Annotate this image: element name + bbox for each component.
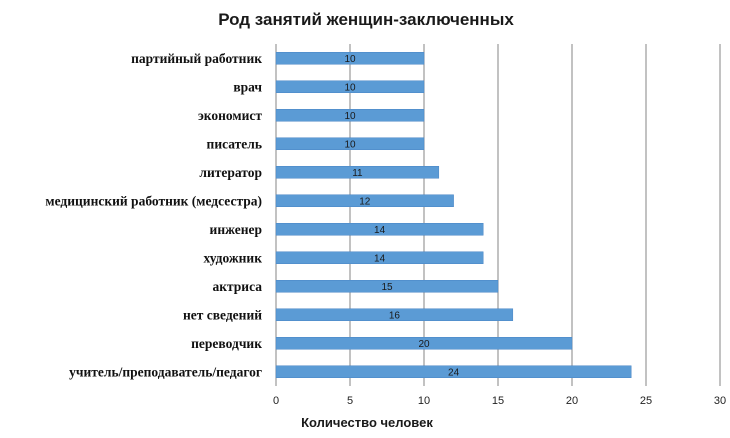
- bars: 10 10 10 10 11 12 14 14 15 16 20 24: [275, 52, 632, 378]
- bar: [275, 251, 484, 264]
- data-label: 12: [359, 196, 371, 207]
- category-labels: партийный работник врач экономист писатель л…: [45, 51, 262, 380]
- category-label: учитель/преподаватель/педагог: [69, 364, 262, 379]
- category-label: писатель: [207, 136, 262, 151]
- category-label: врач: [233, 79, 262, 94]
- bar: [275, 166, 440, 179]
- x-tick-label: 30: [714, 395, 726, 407]
- x-tick-label: 25: [640, 395, 652, 407]
- bar: [275, 280, 499, 293]
- data-label: 10: [344, 139, 356, 150]
- data-label: 10: [344, 82, 356, 93]
- data-label: 15: [381, 282, 393, 293]
- bar: [275, 308, 514, 321]
- data-label: 16: [389, 310, 401, 321]
- x-tick-label: 0: [273, 395, 279, 407]
- category-label: медицинский работник (медсестра): [45, 193, 262, 208]
- bar: [275, 137, 425, 150]
- category-label: литератор: [199, 165, 262, 180]
- x-tick-label: 20: [566, 395, 578, 407]
- category-label: художник: [203, 250, 262, 265]
- data-label: 14: [374, 225, 386, 236]
- bar: [275, 337, 573, 350]
- data-label: 14: [374, 253, 386, 264]
- bar: [275, 223, 484, 236]
- chart-title: Род занятий женщин-заключенных: [218, 10, 514, 29]
- category-label: нет сведений: [183, 307, 262, 322]
- x-tick-label: 5: [347, 395, 353, 407]
- bar: [275, 52, 425, 65]
- x-tick-label: 10: [418, 395, 430, 407]
- x-tick-label: 15: [492, 395, 504, 407]
- category-label: экономист: [198, 108, 262, 123]
- category-label: переводчик: [191, 336, 262, 351]
- x-axis-title: Количество человек: [301, 415, 433, 430]
- category-label: актриса: [212, 279, 262, 294]
- bar: [275, 80, 425, 93]
- category-label: партийный работник: [131, 51, 262, 66]
- data-label: 10: [344, 54, 356, 65]
- data-label: 24: [448, 367, 460, 378]
- gridlines: [275, 44, 721, 386]
- bar: [275, 194, 454, 207]
- bar: [275, 365, 632, 378]
- category-label: инженер: [210, 222, 262, 237]
- bar: [275, 109, 425, 122]
- data-label: 11: [352, 168, 363, 179]
- x-tick-labels: 0 5 10 15 20 25 30: [273, 395, 726, 407]
- data-label: 20: [418, 339, 430, 350]
- data-label: 10: [344, 111, 356, 122]
